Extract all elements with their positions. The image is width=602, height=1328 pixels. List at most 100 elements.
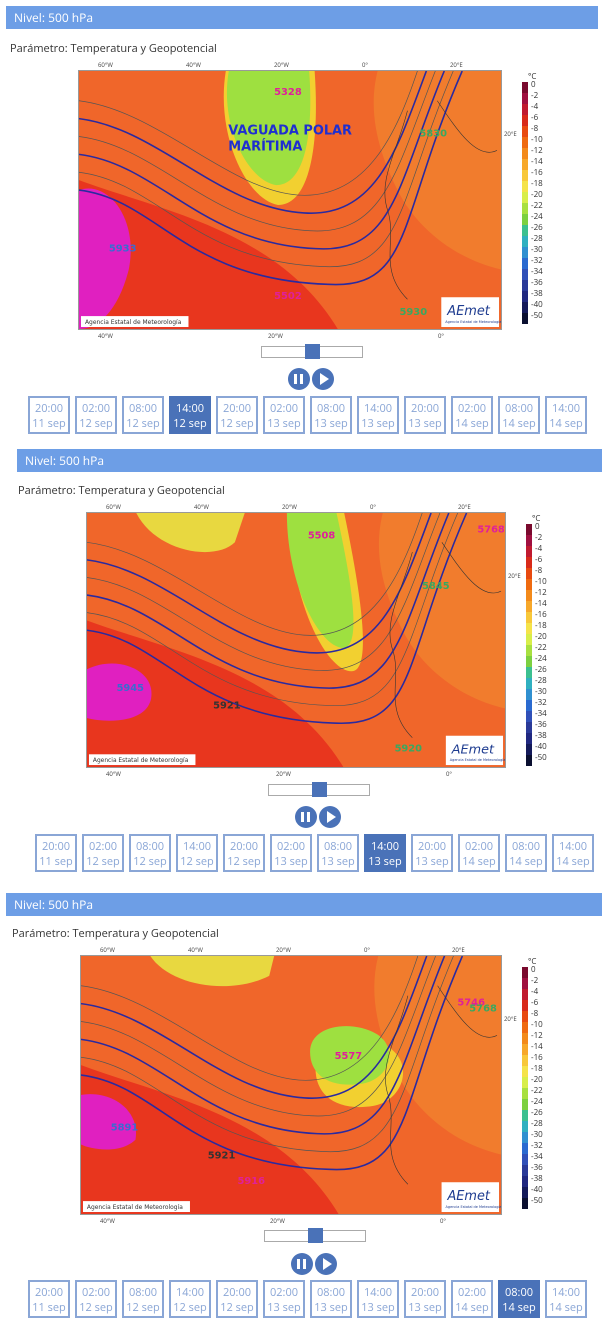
time-button[interactable]: 14:00 14 sep bbox=[545, 1280, 587, 1318]
legend-swatch bbox=[522, 236, 528, 247]
time-button[interactable]: 14:00 13 sep bbox=[364, 834, 406, 872]
time-button[interactable]: 20:00 13 sep bbox=[411, 834, 453, 872]
time-button[interactable]: 20:00 12 sep bbox=[216, 1280, 258, 1318]
time-button[interactable]: 08:00 12 sep bbox=[122, 396, 164, 434]
play-button[interactable] bbox=[312, 368, 334, 390]
time-button[interactable]: 20:00 13 sep bbox=[404, 396, 446, 434]
cold-fringe bbox=[87, 663, 152, 721]
time-button[interactable]: 20:00 13 sep bbox=[404, 1280, 446, 1318]
time-button[interactable]: 20:00 12 sep bbox=[223, 834, 265, 872]
time-time: 02:00 bbox=[81, 1285, 111, 1300]
time-button[interactable]: 20:00 11 sep bbox=[28, 396, 70, 434]
time-time: 20:00 bbox=[410, 401, 440, 416]
longitude-label: 20°E bbox=[504, 130, 517, 138]
map-annotation: 5502 bbox=[274, 291, 302, 302]
time-date: 13 sep bbox=[267, 416, 301, 431]
time-button[interactable]: 02:00 13 sep bbox=[263, 396, 305, 434]
time-time: 08:00 bbox=[504, 1285, 534, 1300]
time-button[interactable]: 08:00 14 sep bbox=[505, 834, 547, 872]
time-time: 08:00 bbox=[323, 839, 353, 854]
time-button[interactable]: 14:00 13 sep bbox=[357, 1280, 399, 1318]
legend-label: -18 bbox=[531, 1063, 543, 1074]
longitude-label: 20°E bbox=[452, 946, 465, 954]
legend-swatch bbox=[522, 225, 528, 236]
contour bbox=[79, 71, 463, 286]
time-button[interactable]: 02:00 14 sep bbox=[458, 834, 500, 872]
pause-button[interactable] bbox=[291, 1253, 313, 1275]
time-time: 02:00 bbox=[457, 1285, 487, 1300]
time-slider[interactable] bbox=[261, 344, 363, 359]
level-header: Nivel: 500 hPa bbox=[6, 893, 602, 916]
play-button[interactable] bbox=[315, 1253, 337, 1275]
pause-icon bbox=[301, 812, 304, 822]
time-button[interactable]: 08:00 12 sep bbox=[129, 834, 171, 872]
legend-swatch bbox=[522, 1187, 528, 1198]
slider-thumb[interactable] bbox=[308, 1228, 323, 1243]
time-slider[interactable] bbox=[268, 782, 370, 797]
land-region bbox=[378, 513, 505, 709]
warm-region bbox=[79, 180, 338, 329]
time-button[interactable]: 02:00 13 sep bbox=[263, 1280, 305, 1318]
time-time: 08:00 bbox=[128, 401, 158, 416]
legend-swatch bbox=[522, 126, 528, 137]
legend-swatch bbox=[522, 1176, 528, 1187]
time-button[interactable]: 14:00 12 sep bbox=[169, 1280, 211, 1318]
time-date: 14 sep bbox=[502, 416, 536, 431]
map-annotation: 5945 bbox=[117, 683, 145, 694]
time-button[interactable]: 14:00 14 sep bbox=[545, 396, 587, 434]
pause-button[interactable] bbox=[295, 806, 317, 828]
time-time: 20:00 bbox=[222, 1285, 252, 1300]
time-date: 12 sep bbox=[86, 854, 120, 869]
time-button[interactable]: 02:00 13 sep bbox=[270, 834, 312, 872]
play-button[interactable] bbox=[319, 806, 341, 828]
time-button[interactable]: 08:00 14 sep bbox=[498, 396, 540, 434]
time-button[interactable]: 02:00 14 sep bbox=[451, 1280, 493, 1318]
time-button[interactable]: 20:00 11 sep bbox=[28, 1280, 70, 1318]
legend-swatch bbox=[526, 711, 532, 722]
legend-label: -14 bbox=[531, 156, 543, 167]
time-slider[interactable] bbox=[264, 1228, 366, 1243]
time-button[interactable]: 14:00 12 sep bbox=[176, 834, 218, 872]
time-date: 11 sep bbox=[32, 1300, 66, 1315]
pause-button[interactable] bbox=[288, 368, 310, 390]
contour bbox=[87, 513, 450, 689]
time-date: 13 sep bbox=[314, 1300, 348, 1315]
legend-label: -4 bbox=[531, 986, 539, 997]
legend-label: -34 bbox=[531, 1151, 543, 1162]
time-button[interactable]: 08:00 13 sep bbox=[310, 1280, 352, 1318]
slider-thumb[interactable] bbox=[305, 344, 320, 359]
legend-unit: °C bbox=[528, 956, 537, 967]
slider-thumb[interactable] bbox=[312, 782, 327, 797]
legend-swatch bbox=[522, 291, 528, 302]
legend-label: -12 bbox=[531, 1030, 543, 1041]
time-time: 20:00 bbox=[417, 839, 447, 854]
time-button[interactable]: 14:00 13 sep bbox=[357, 396, 399, 434]
time-button[interactable]: 08:00 12 sep bbox=[122, 1280, 164, 1318]
time-button[interactable]: 02:00 12 sep bbox=[82, 834, 124, 872]
time-button[interactable]: 08:00 13 sep bbox=[310, 396, 352, 434]
time-button[interactable]: 14:00 14 sep bbox=[552, 834, 594, 872]
time-time: 20:00 bbox=[34, 401, 64, 416]
copyright: Agencia Estatal de Meteorología bbox=[93, 757, 189, 764]
time-button[interactable]: 08:00 14 sep bbox=[498, 1280, 540, 1318]
time-button[interactable]: 20:00 11 sep bbox=[35, 834, 77, 872]
legend-label: -12 bbox=[531, 145, 543, 156]
legend-label: -22 bbox=[531, 1085, 543, 1096]
contour bbox=[81, 956, 419, 1081]
time-button[interactable]: 14:00 12 sep bbox=[169, 396, 211, 434]
legend-swatch bbox=[522, 1088, 528, 1099]
contour bbox=[79, 71, 454, 267]
logo-caption: Agencia Estatal de Meteorología bbox=[446, 1205, 502, 1209]
legend-label: 0 bbox=[535, 521, 540, 532]
time-button[interactable]: 02:00 12 sep bbox=[75, 1280, 117, 1318]
time-button[interactable]: 02:00 14 sep bbox=[451, 396, 493, 434]
cold-top bbox=[136, 513, 245, 553]
time-time: 02:00 bbox=[457, 401, 487, 416]
time-date: 12 sep bbox=[220, 1300, 254, 1315]
time-button[interactable]: 20:00 12 sep bbox=[216, 396, 258, 434]
contour bbox=[79, 71, 446, 250]
legend-label: -36 bbox=[531, 1162, 543, 1173]
time-button[interactable]: 08:00 13 sep bbox=[317, 834, 359, 872]
parameter-label: Parámetro: Temperatura y Geopotencial bbox=[10, 41, 217, 56]
time-button[interactable]: 02:00 12 sep bbox=[75, 396, 117, 434]
